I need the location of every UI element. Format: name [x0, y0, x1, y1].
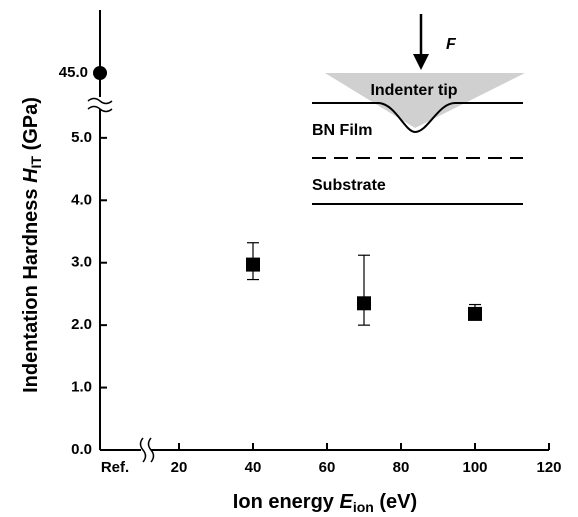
data-point: [357, 296, 371, 311]
x-label-symbol: E: [340, 491, 354, 513]
y-tick-label: 5.0: [71, 129, 92, 146]
x-tick-label: 120: [536, 459, 561, 476]
film-label: BN Film: [312, 122, 372, 139]
x-tick-label: 40: [245, 459, 262, 476]
ref-point: [93, 66, 107, 80]
inset-diagram: F Indenter tip BN Film Substrate: [312, 14, 525, 205]
y-ref-label: 45.0: [59, 64, 88, 81]
x-break-gap: [141, 438, 151, 462]
y-tick-label: 3.0: [71, 254, 92, 271]
indenter-label: Indenter tip: [370, 82, 457, 99]
y-label-unit: (GPa): [20, 97, 42, 156]
x-label-text: Ion energy: [233, 491, 340, 513]
x-label-subscript: ion: [353, 499, 374, 515]
y-label-text: Indentation Hardness: [20, 183, 42, 393]
y-tick-label: 2.0: [71, 316, 92, 333]
y-tick-label: 4.0: [71, 191, 92, 208]
x-label-unit: (eV): [374, 491, 417, 513]
data-point: [468, 306, 482, 321]
force-label: F: [446, 36, 457, 53]
y-break: [87, 97, 113, 113]
film-surface: [312, 102, 523, 134]
x-axis-label: Ion energy Eion (eV): [233, 491, 417, 514]
y-label-subscript: IT: [28, 156, 44, 169]
y-tick-label: 0.0: [71, 441, 92, 458]
x-tick-label: 60: [319, 459, 336, 476]
substrate-label: Substrate: [312, 177, 386, 194]
x-ref-label: Ref.: [101, 459, 129, 476]
indenter-shape: [325, 73, 525, 128]
y-label-symbol: H: [20, 168, 42, 183]
x-tick-label: 100: [462, 459, 487, 476]
y-tick-label: 1.0: [71, 379, 92, 396]
x-tick-label: 80: [393, 459, 410, 476]
arrow-head: [413, 54, 429, 70]
x-break: [139, 437, 155, 463]
data-point: [246, 257, 260, 272]
y-axis-label: Indentation Hardness HIT (GPa): [20, 97, 43, 393]
x-tick-label: 20: [171, 459, 188, 476]
